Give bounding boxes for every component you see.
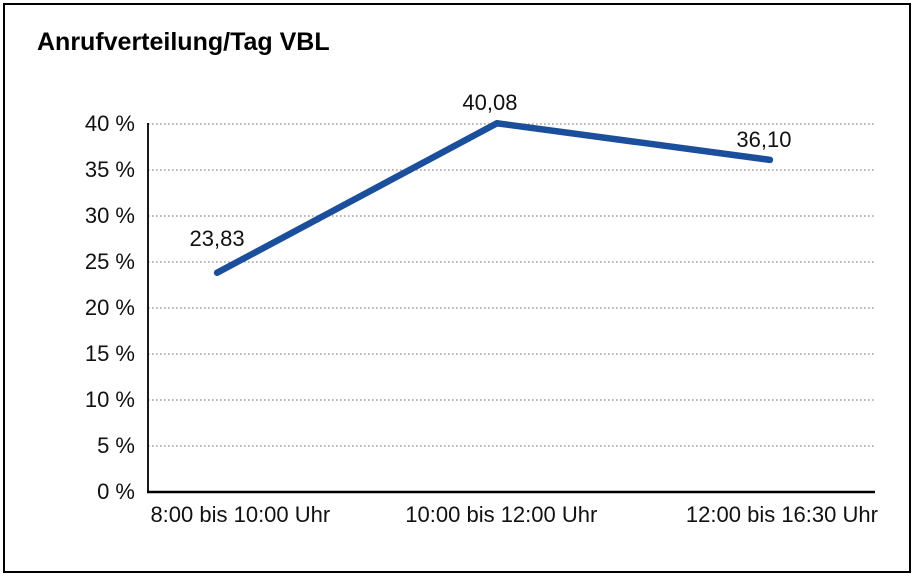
chart-frame	[3, 3, 911, 573]
y-tick-label: 15 %	[84, 341, 135, 366]
data-line	[213, 119, 774, 277]
y-tick-label: 40 %	[84, 111, 135, 136]
x-category-label: 12:00 bis 16:30 Uhr	[685, 502, 878, 527]
y-tick-label: 0 %	[97, 479, 135, 504]
y-tick-label: 25 %	[84, 249, 135, 274]
y-tick-label: 20 %	[84, 295, 135, 320]
value-label: 23,83	[189, 225, 245, 251]
value-label: 36,10	[736, 126, 792, 152]
value-label: 40,08	[462, 90, 518, 116]
y-tick-label: 5 %	[97, 433, 135, 458]
x-category-label: 8:00 bis 10:00 Uhr	[150, 502, 331, 527]
y-tick-label: 30 %	[84, 203, 135, 228]
chart-title: Anrufverteilung/Tag VBL	[37, 28, 330, 56]
y-tick-label: 35 %	[84, 157, 135, 182]
x-category-label: 10:00 bis 12:00 Uhr	[405, 502, 598, 527]
y-tick-label: 10 %	[84, 387, 135, 412]
